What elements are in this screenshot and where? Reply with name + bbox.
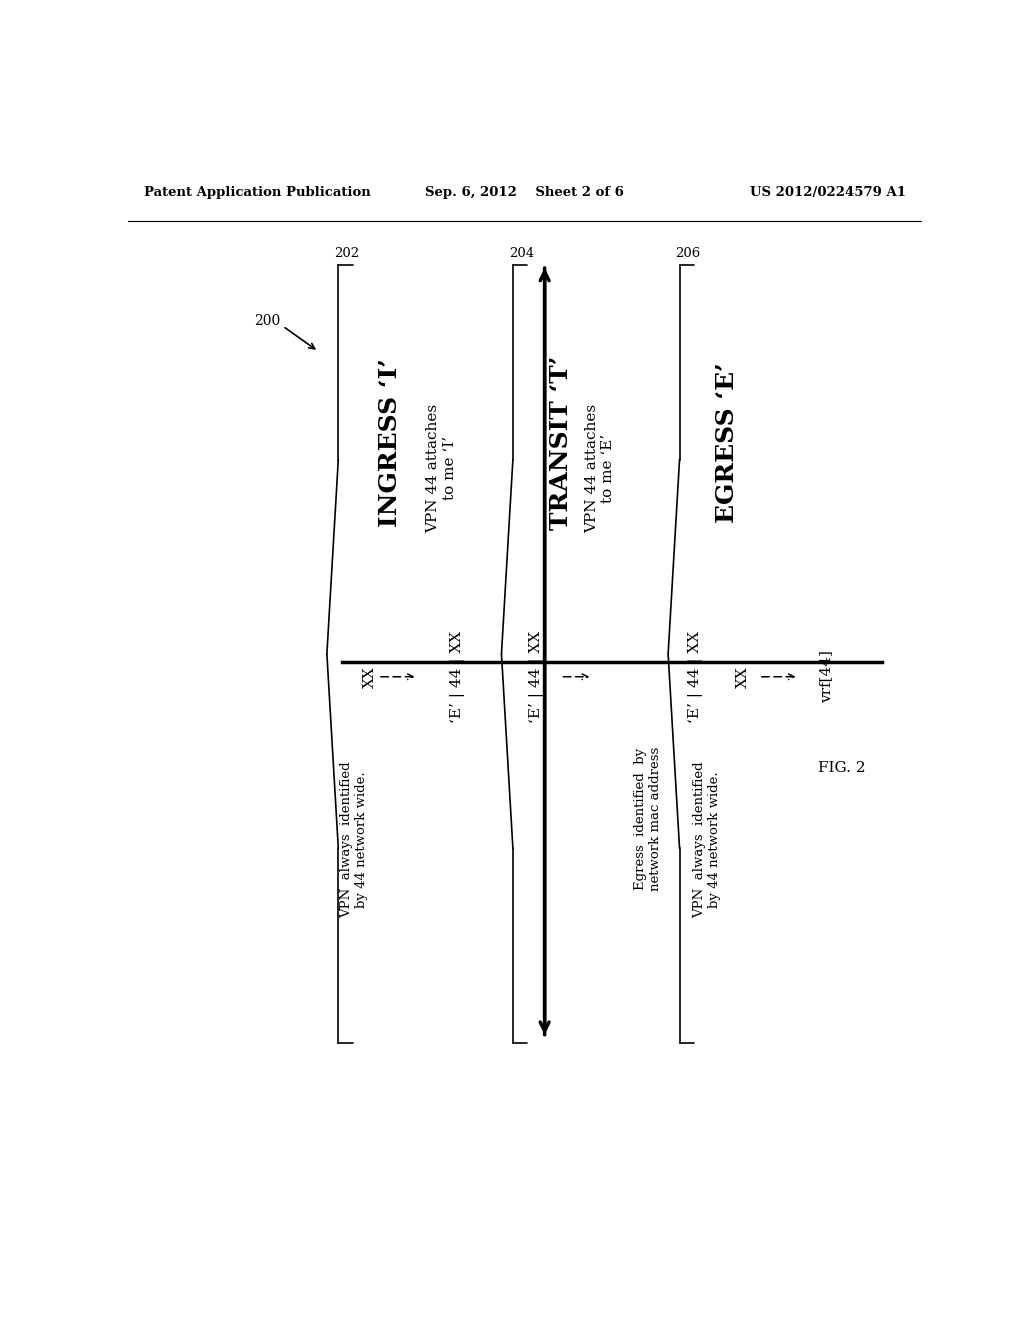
Text: ‘E’ | 44 | XX: ‘E’ | 44 | XX bbox=[529, 631, 544, 723]
Text: Patent Application Publication: Patent Application Publication bbox=[143, 186, 371, 199]
Text: VPN 44 attaches
to me ‘E’: VPN 44 attaches to me ‘E’ bbox=[585, 404, 615, 533]
Text: 200: 200 bbox=[254, 314, 280, 329]
Text: Egress  identified  by
network mac address: Egress identified by network mac address bbox=[634, 747, 662, 891]
Text: VPN  always  identified
by 44 network wide.: VPN always identified by 44 network wide… bbox=[693, 762, 721, 917]
Text: 204: 204 bbox=[509, 247, 535, 260]
Text: XX: XX bbox=[736, 665, 750, 688]
Text: ‘E’ | 44 | XX: ‘E’ | 44 | XX bbox=[450, 631, 465, 723]
Text: EGRESS ‘E’: EGRESS ‘E’ bbox=[715, 363, 739, 523]
Text: VPN  always  identified
by 44 network wide.: VPN always identified by 44 network wide… bbox=[340, 762, 369, 917]
Text: US 2012/0224579 A1: US 2012/0224579 A1 bbox=[750, 186, 905, 199]
Text: VPN 44 attaches
to me ‘I’: VPN 44 attaches to me ‘I’ bbox=[426, 404, 457, 533]
Text: Sep. 6, 2012    Sheet 2 of 6: Sep. 6, 2012 Sheet 2 of 6 bbox=[425, 186, 625, 199]
Text: FIG. 2: FIG. 2 bbox=[818, 762, 866, 775]
Text: XX: XX bbox=[364, 665, 377, 688]
Text: ‘E’ | 44 | XX: ‘E’ | 44 | XX bbox=[688, 631, 702, 723]
Text: INGRESS ‘I’: INGRESS ‘I’ bbox=[378, 359, 401, 528]
Text: 202: 202 bbox=[334, 247, 359, 260]
Text: TRANSIT ‘T’: TRANSIT ‘T’ bbox=[549, 356, 572, 531]
Text: vrf[44]: vrf[44] bbox=[819, 651, 834, 704]
Text: 206: 206 bbox=[676, 247, 700, 260]
